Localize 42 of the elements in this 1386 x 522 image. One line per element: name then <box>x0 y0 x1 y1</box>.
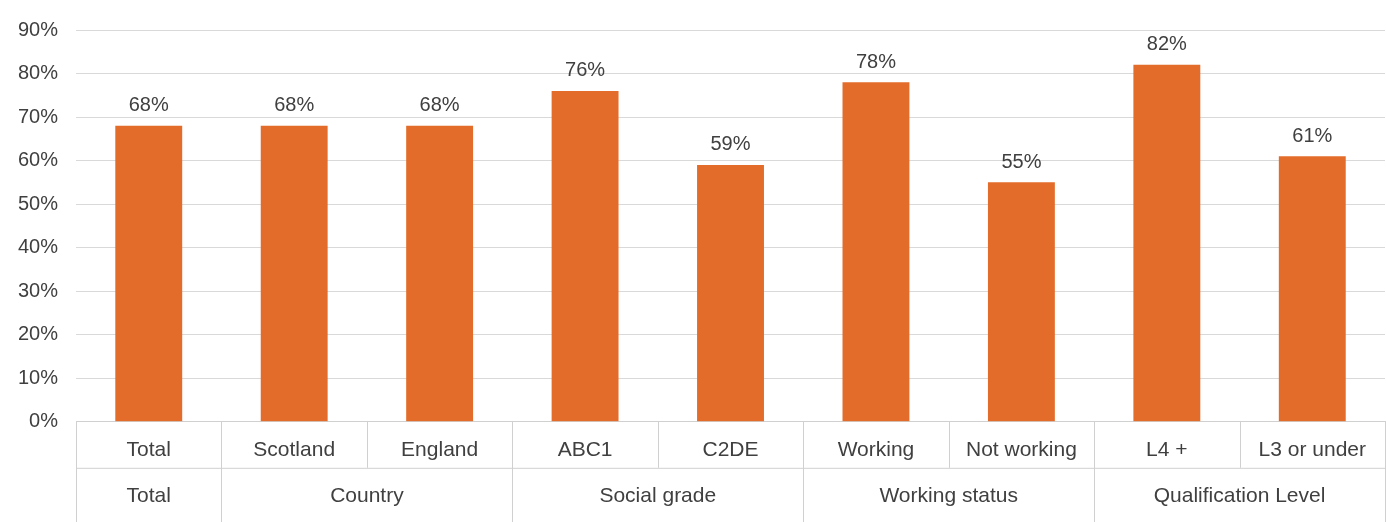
x-tick-label: England <box>401 437 479 461</box>
x-tick-label: ABC1 <box>557 437 613 461</box>
text: Social grade <box>599 482 717 506</box>
y-tick-label: 40% <box>18 235 59 258</box>
y-tick-label: 50% <box>18 191 59 214</box>
bar <box>260 125 328 422</box>
y-tick-label: 90% <box>18 17 59 40</box>
data-label: 82% <box>1146 32 1188 55</box>
text: Working status <box>879 482 1018 506</box>
text: Country <box>330 482 405 506</box>
y-tick-label: 10% <box>18 365 59 388</box>
x-tick-label: L3 or under <box>1258 437 1366 461</box>
data-label: 68% <box>128 93 169 116</box>
x-tick-label: Scotland <box>253 437 336 461</box>
bar <box>842 82 910 422</box>
x-tick-label: Not working <box>965 437 1077 461</box>
bar <box>1133 64 1201 422</box>
bar <box>1278 156 1346 422</box>
data-label: 55% <box>1001 149 1042 172</box>
data-label: 61% <box>1292 123 1333 146</box>
y-tick-label: 80% <box>18 61 59 84</box>
text: Total <box>126 482 171 506</box>
data-label: 68% <box>419 93 460 116</box>
y-tick-label: 30% <box>18 278 59 301</box>
data-label: 76% <box>565 58 606 81</box>
bar <box>115 125 183 422</box>
data-label: 68% <box>274 93 315 116</box>
x-tick-label: Working <box>837 437 915 461</box>
x-tick-label: Total <box>126 437 171 461</box>
bar <box>697 164 764 422</box>
y-tick-label: 70% <box>18 104 59 127</box>
x-tick-label: C2DE <box>702 437 759 461</box>
data-label: 59% <box>710 132 751 155</box>
data-label: 78% <box>855 49 897 72</box>
bar <box>987 182 1055 422</box>
x-tick-label: L4 + <box>1146 437 1188 461</box>
text: Qualification Level <box>1153 482 1326 506</box>
y-tick-label: 20% <box>18 322 59 345</box>
y-tick-label: 60% <box>18 148 59 171</box>
bar <box>406 125 474 422</box>
y-tick-label: 0% <box>29 409 59 432</box>
bar <box>551 90 619 422</box>
